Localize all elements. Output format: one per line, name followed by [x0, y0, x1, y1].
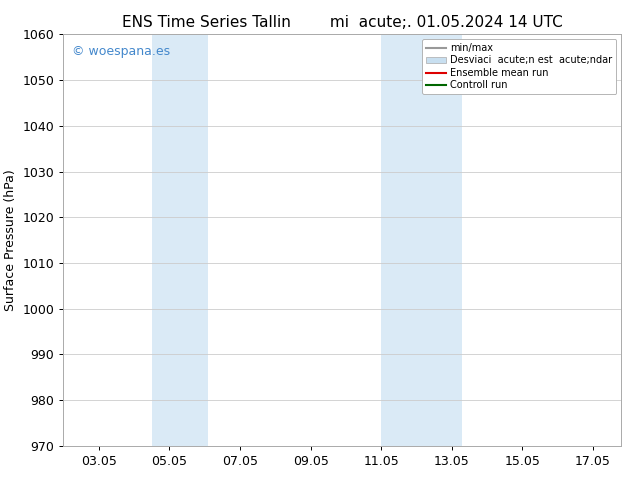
Bar — [381, 34, 462, 446]
Title: ENS Time Series Tallin        mi  acute;. 01.05.2024 14 UTC: ENS Time Series Tallin mi acute;. 01.05.… — [122, 15, 563, 30]
Text: © woespana.es: © woespana.es — [72, 45, 170, 58]
Legend: min/max, Desviaci  acute;n est  acute;ndar, Ensemble mean run, Controll run: min/max, Desviaci acute;n est acute;ndar… — [422, 39, 616, 94]
Y-axis label: Surface Pressure (hPa): Surface Pressure (hPa) — [4, 169, 17, 311]
Bar — [152, 34, 208, 446]
